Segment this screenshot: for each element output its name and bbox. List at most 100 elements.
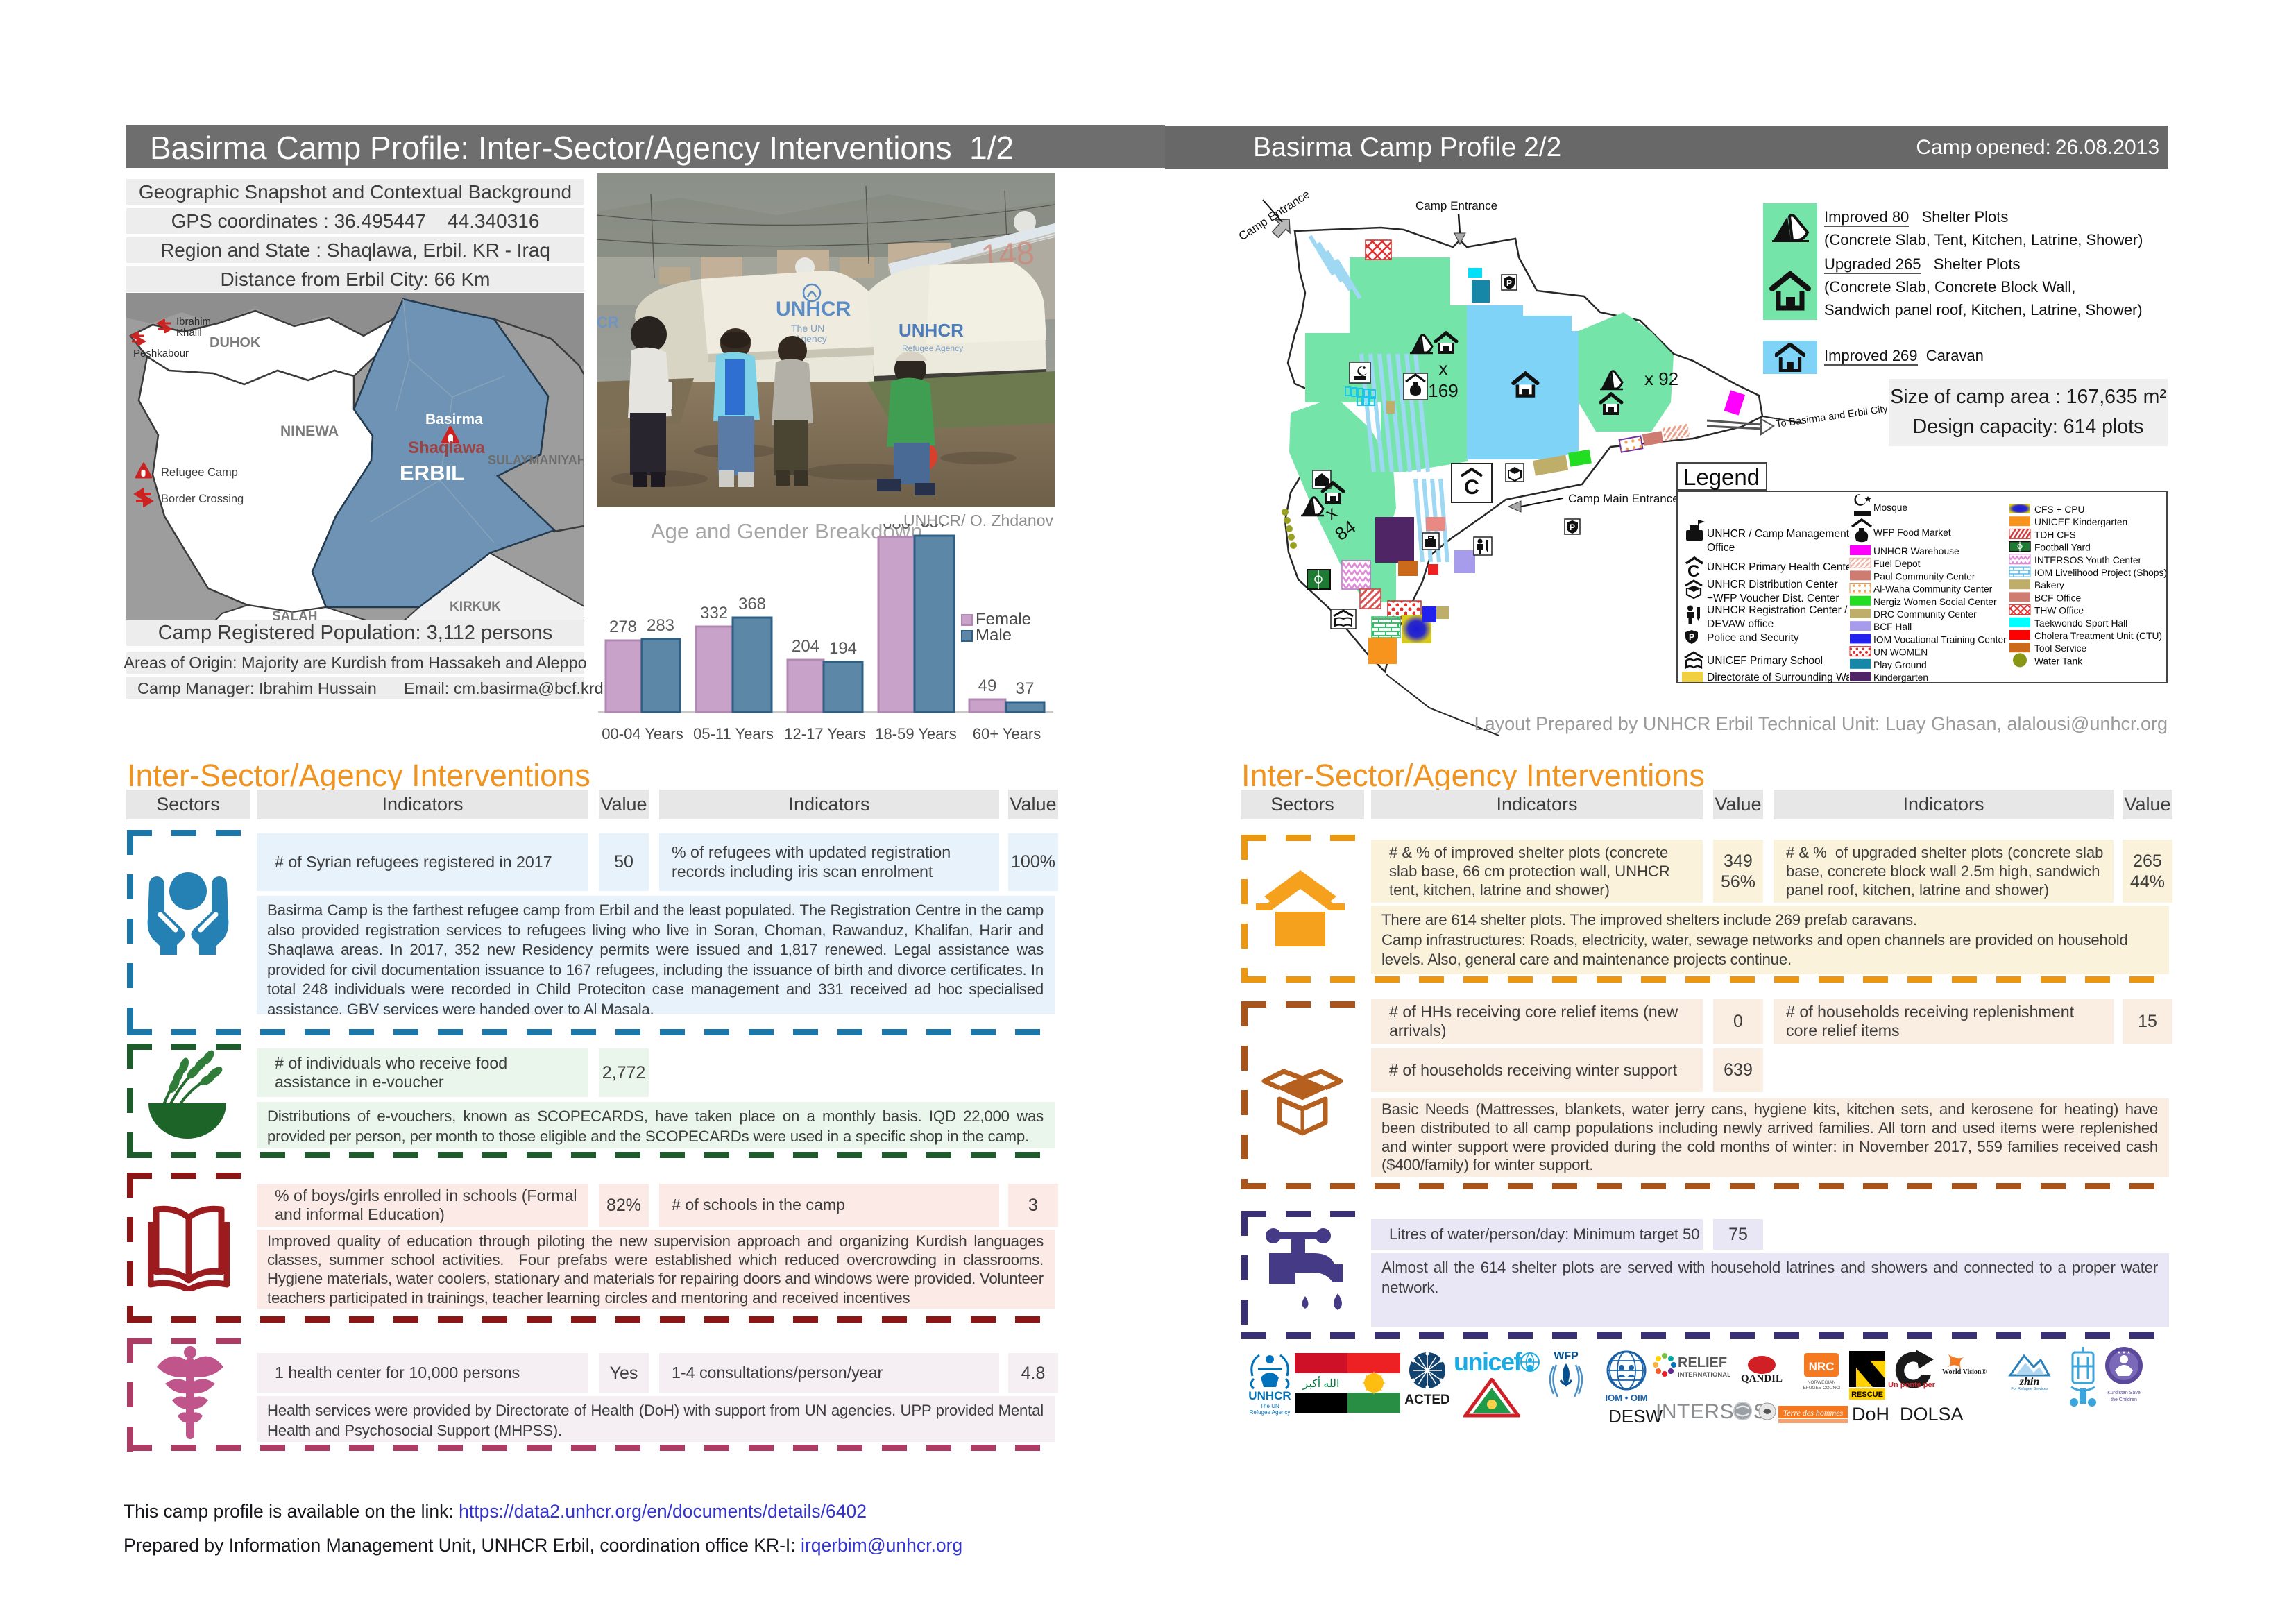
svg-text:UNHCR Primary Health Center: UNHCR Primary Health Center [1707,561,1849,573]
svg-text:WFP Food Market: WFP Food Market [1873,527,1951,538]
svg-text:For Refugee Services: For Refugee Services [2011,1387,2048,1391]
svg-text:UN WOMEN: UN WOMEN [1873,647,1928,658]
svg-text:UNHCR: UNHCR [899,320,964,341]
svg-text:RELIEF: RELIEF [1678,1355,1727,1370]
svg-text:Tool Service: Tool Service [2034,643,2086,654]
svg-text:Camp Entrance: Camp Entrance [1415,199,1497,212]
svg-text:NRC: NRC [1809,1360,1835,1373]
svg-text:Bakery: Bakery [2034,580,2064,590]
svg-text:Khalil: Khalil [176,327,202,339]
svg-text:Basirma: Basirma [425,411,483,427]
svg-text:UNICEF Kindergarten: UNICEF Kindergarten [2034,517,2127,527]
svg-text:THW Office: THW Office [2034,606,2084,616]
svg-text:Shaqlawa: Shaqlawa [408,439,485,457]
svg-text:KIRKUK: KIRKUK [450,600,501,614]
svg-text:Terre des hommes: Terre des hommes [1783,1408,1844,1418]
svg-text:Al-Waha Community Center: Al-Waha Community Center [1873,584,1993,595]
svg-text:NORWEGIAN: NORWEGIAN [1808,1380,1836,1385]
svg-text:IOM Vocational Training Center: IOM Vocational Training Center [1873,634,2007,645]
svg-text:unicef: unicef [1454,1348,1523,1376]
svg-text:60+ Years: 60+ Years [973,725,1041,742]
svg-text:194: 194 [829,639,857,658]
svg-text:Border Crossing: Border Crossing [161,493,244,505]
svg-text:49: 49 [978,677,997,695]
svg-text:Peshkabour: Peshkabour [133,348,189,359]
svg-text:UNHCR / Camp Management: UNHCR / Camp Management [1707,528,1849,540]
svg-text:C: C [1687,562,1699,581]
svg-text:REFUGEE COUNCIL: REFUGEE COUNCIL [1803,1386,1840,1391]
svg-text:x: x [1439,358,1448,379]
svg-text:WFP: WFP [1554,1350,1579,1362]
svg-text:Police and Security: Police and Security [1707,632,1799,644]
svg-text:C: C [1464,476,1479,499]
svg-text:ERBIL: ERBIL [400,461,464,485]
svg-text:TDH CFS: TDH CFS [2034,529,2076,540]
svg-text:NINEWA: NINEWA [280,423,339,439]
svg-text:Male: Male [976,626,1012,645]
svg-text:Mosque: Mosque [1873,502,1907,513]
svg-text:DUHOK: DUHOK [210,335,261,350]
svg-text:UNHCR Warehouse: UNHCR Warehouse [1873,546,1959,556]
svg-text:UNHCR Registration Center /: UNHCR Registration Center / [1707,604,1848,616]
svg-text:37: 37 [1016,679,1035,698]
svg-text:CR: CR [597,314,619,331]
svg-text:The UN: The UN [1260,1403,1279,1409]
svg-text:332: 332 [700,604,728,622]
svg-text:Ibrahim: Ibrahim [176,316,211,328]
svg-text:zhin: zhin [2019,1376,2040,1388]
svg-text:★ ★ ★: ★ ★ ★ [2117,1350,2130,1355]
svg-text:00-04 Years: 00-04 Years [602,725,683,742]
svg-text:the Children: the Children [2111,1397,2137,1402]
svg-text:BCF Office: BCF Office [2034,593,2082,603]
svg-text:IOM • OIM: IOM • OIM [1606,1393,1648,1403]
svg-text:Age and Gender Breakdown: Age and Gender Breakdown [651,524,922,543]
svg-text:Cholera Treatment Unit (CTU): Cholera Treatment Unit (CTU) [2034,631,2162,641]
svg-text:INTERSOS Youth Center: INTERSOS Youth Center [2034,555,2142,566]
svg-text:Play Ground: Play Ground [1873,660,1927,670]
svg-text:18-59 Years: 18-59 Years [875,725,956,742]
svg-text:278: 278 [609,618,637,636]
svg-text:Camp Main Entrance: Camp Main Entrance [1568,492,1679,505]
svg-text:Refugee Agency: Refugee Agency [902,343,963,353]
svg-text:Football Yard: Football Yard [2034,543,2091,553]
svg-text:05-11 Years: 05-11 Years [693,725,774,742]
svg-text:UNHCR Distribution Center: UNHCR Distribution Center [1707,579,1838,590]
svg-text:368: 368 [738,595,766,613]
svg-text:Paul Community Center: Paul Community Center [1873,571,1975,581]
svg-text:UNICEF Primary School: UNICEF Primary School [1707,655,1823,667]
svg-text:Kindergarten: Kindergarten [1873,672,1928,683]
svg-text:Female: Female [976,610,1031,629]
svg-text:283: 283 [647,616,674,635]
svg-text:P: P [1689,632,1694,642]
svg-text:12-17 Years: 12-17 Years [784,725,865,742]
svg-text:RESCUE: RESCUE [1851,1391,1883,1399]
svg-text:SULAYMANIYAH: SULAYMANIYAH [488,453,584,467]
svg-text:Office: Office [1707,542,1735,554]
svg-text:P: P [1570,522,1575,532]
svg-text:DRC Community Center: DRC Community Center [1873,609,1977,620]
svg-text:الله أكبر: الله أكبر [1302,1376,1340,1390]
svg-text:204: 204 [792,637,819,656]
svg-text:+WFP Voucher Dist. Center: +WFP Voucher Dist. Center [1707,593,1839,604]
svg-text:Un ponte per: Un ponte per [1888,1381,1935,1389]
svg-text:Water Tank: Water Tank [2034,656,2082,666]
svg-text:Directorate of Surrounding Wat: Directorate of Surrounding Water [1707,672,1849,683]
svg-text:Refugee Camp: Refugee Camp [161,466,238,479]
svg-text:The UN: The UN [791,323,824,334]
svg-text:CFS + CPU: CFS + CPU [2034,504,2084,515]
svg-text:Kurdistan Save: Kurdistan Save [2107,1391,2141,1395]
svg-text:P: P [1506,278,1512,288]
svg-text:680: 680 [883,524,910,533]
svg-text:687: 687 [920,524,948,532]
svg-text:World Vision®: World Vision® [1942,1368,1987,1376]
svg-text:IOM Livelihood Project (Shops): IOM Livelihood Project (Shops) [2034,568,2167,578]
svg-text:x 92: x 92 [1644,368,1678,389]
svg-text:Nergiz Women Social Center: Nergiz Women Social Center [1873,597,1997,607]
svg-text:Refugee Agency: Refugee Agency [1250,1409,1291,1416]
svg-text:Taekwondo Sport Hall: Taekwondo Sport Hall [2034,618,2127,629]
svg-text:To Basirma and Erbil City: To Basirma and Erbil City [1775,403,1889,430]
svg-text:ACTED: ACTED [1404,1393,1449,1407]
svg-text:Fuel Depot: Fuel Depot [1873,559,1921,569]
svg-text:BCF Hall: BCF Hall [1873,622,1912,632]
svg-text:169: 169 [1428,380,1458,401]
